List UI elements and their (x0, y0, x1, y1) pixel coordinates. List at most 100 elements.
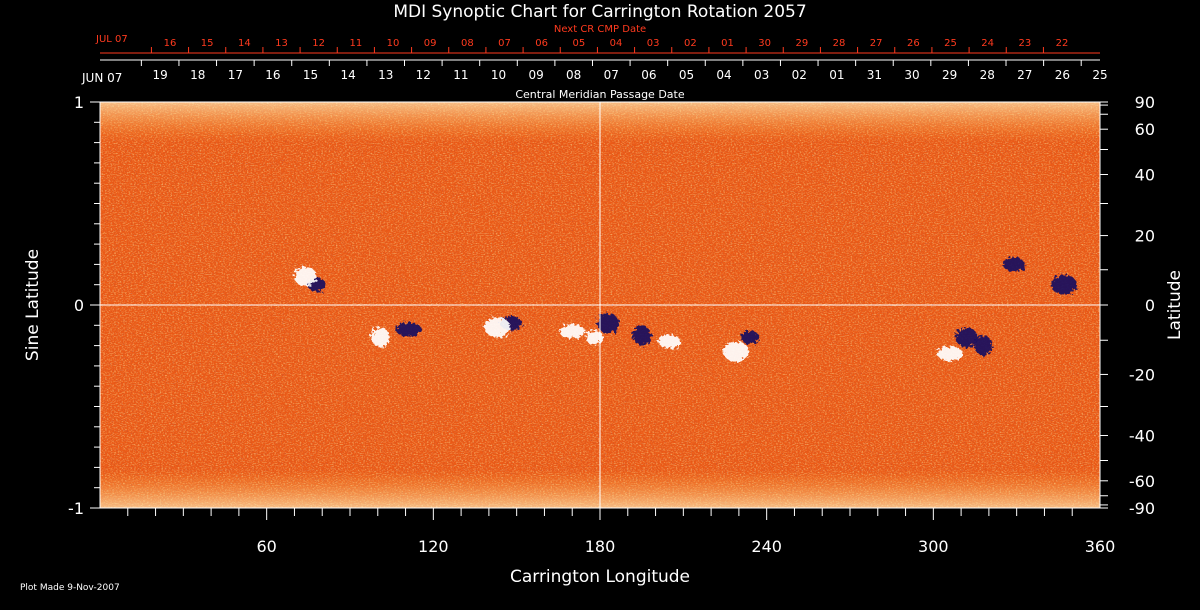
next-cr-month-label: JUL 07 (95, 34, 128, 45)
active-region-positive (484, 317, 511, 338)
active-region-negative (741, 330, 759, 345)
active-region-negative (955, 327, 978, 348)
cmp-month-label: JUN 07 (81, 71, 122, 85)
cmp-date-label: 30 (904, 68, 919, 82)
cmp-date-label: 10 (491, 68, 506, 82)
next-cr-axis-label: Next CR CMP Date (554, 24, 646, 35)
cmp-axis-ticks: 19 18 17 16 15 14 13 12 11 10 09 08 07 06 05 04 03 02 01 31… (140, 60, 1108, 82)
next-cr-date-label: 24 (981, 38, 994, 49)
next-cr-date-label: 04 (610, 38, 623, 49)
right-tick-label: 90 (1135, 93, 1155, 112)
cmp-date-label: 15 (303, 68, 318, 82)
cmp-date-label: 25 (1092, 68, 1107, 82)
next-cr-date-label: 28 (833, 38, 846, 49)
cmp-date-label: 08 (566, 68, 581, 82)
x-tick-label: 180 (585, 537, 616, 556)
next-cr-date-label: 22 (1056, 38, 1069, 49)
cmp-date-label: 07 (604, 68, 619, 82)
right-tick-label: 40 (1135, 166, 1155, 185)
right-tick-label: -20 (1129, 365, 1155, 384)
active-region-negative (974, 335, 993, 356)
cmp-date-label: 01 (829, 68, 844, 82)
cmp-date-label: 12 (416, 68, 431, 82)
next-cr-date-label: 23 (1018, 38, 1031, 49)
x-tick-label: 60 (256, 537, 276, 556)
right-tick-label: -60 (1129, 472, 1155, 491)
x-tick-label: 120 (418, 537, 449, 556)
next-cr-date-label: 13 (275, 38, 288, 49)
active-region-positive (585, 330, 604, 345)
x-axis-title: Carrington Longitude (510, 567, 690, 587)
active-regions (294, 257, 1077, 362)
next-cr-date-label: 06 (535, 38, 548, 49)
active-region-negative (1002, 257, 1025, 272)
active-region-positive (937, 346, 963, 361)
next-cr-date-label: 15 (201, 38, 214, 49)
active-region-positive (723, 341, 750, 362)
cmp-date-label: 29 (942, 68, 957, 82)
next-cr-date-label: 30 (758, 38, 771, 49)
right-tick-label: 20 (1135, 227, 1155, 246)
next-cr-date-label: 07 (498, 38, 511, 49)
cmp-date-label: 28 (980, 68, 995, 82)
next-cr-date-label: 09 (424, 38, 437, 49)
x-tick-label: 240 (751, 537, 782, 556)
x-tick-label: 360 (1085, 537, 1116, 556)
cmp-date-label: 16 (265, 68, 280, 82)
next-cr-date-label: 27 (870, 38, 883, 49)
cmp-date-label: 09 (528, 68, 543, 82)
next-cr-date-label: 11 (349, 38, 362, 49)
cmp-date-label: 17 (228, 68, 243, 82)
cmp-date-label: 03 (754, 68, 769, 82)
right-tick-label: 0 (1145, 296, 1155, 315)
cmp-date-label: 04 (716, 68, 731, 82)
right-y-axis: 90 60 40 20 0 -20 -40 -60 -90 (1100, 93, 1155, 518)
right-tick-label: -90 (1129, 499, 1155, 518)
next-cr-axis-ticks: 16 15 14 13 12 11 10 09 08 07 06 05 04 03 02 01 30 29 28 27… (150, 38, 1069, 53)
next-cr-date-label: 05 (572, 38, 585, 49)
next-cr-date-label: 16 (164, 38, 177, 49)
active-region-negative (1050, 274, 1077, 295)
next-cr-date-label: 26 (907, 38, 920, 49)
next-cr-date-label: 03 (647, 38, 660, 49)
next-cr-date-label: 25 (944, 38, 957, 49)
left-tick-label: 1 (74, 93, 84, 112)
active-region-negative (395, 322, 422, 337)
active-region-negative (632, 325, 651, 346)
y-axis-title-right: Latitude (1165, 270, 1185, 340)
cmp-date-label: 31 (867, 68, 882, 82)
active-region-negative (597, 313, 620, 334)
next-cr-date-label: 12 (312, 38, 325, 49)
active-region-positive (371, 327, 390, 348)
cmp-date-label: 02 (792, 68, 807, 82)
magnetogram-map (99, 101, 1101, 509)
cmp-axis-label: Central Meridian Passage Date (515, 88, 684, 101)
right-tick-label: 60 (1135, 120, 1155, 139)
cmp-date-label: 11 (453, 68, 468, 82)
y-axis-title-left: Sine Latitude (23, 249, 43, 361)
cmp-date-label: 18 (190, 68, 205, 82)
plot-made-label: Plot Made 9-Nov-2007 (20, 583, 120, 593)
cmp-date-label: 05 (679, 68, 694, 82)
right-tick-label: -40 (1129, 426, 1155, 445)
next-cr-date-label: 29 (795, 38, 808, 49)
cmp-date-label: 26 (1055, 68, 1070, 82)
x-tick-label: 300 (918, 537, 949, 556)
cmp-date-label: 13 (378, 68, 393, 82)
active-region-positive (294, 266, 317, 287)
left-tick-label: -1 (68, 499, 84, 518)
cmp-date-label: 14 (340, 68, 355, 82)
chart-title: MDI Synoptic Chart for Carrington Rotati… (393, 2, 806, 22)
next-cr-date-label: 10 (387, 38, 400, 49)
x-axis: 60 120 180 240 300 360 (127, 508, 1116, 556)
active-region-positive (559, 324, 586, 339)
next-cr-date-label: 01 (721, 38, 734, 49)
left-tick-label: 0 (74, 296, 84, 315)
active-region-positive (658, 334, 681, 349)
next-cr-date-label: 08 (461, 38, 474, 49)
cmp-date-label: 06 (641, 68, 656, 82)
next-cr-date-label: 14 (238, 38, 251, 49)
next-cr-date-label: 02 (684, 38, 697, 49)
left-y-axis: -1 0 1 (68, 93, 100, 518)
